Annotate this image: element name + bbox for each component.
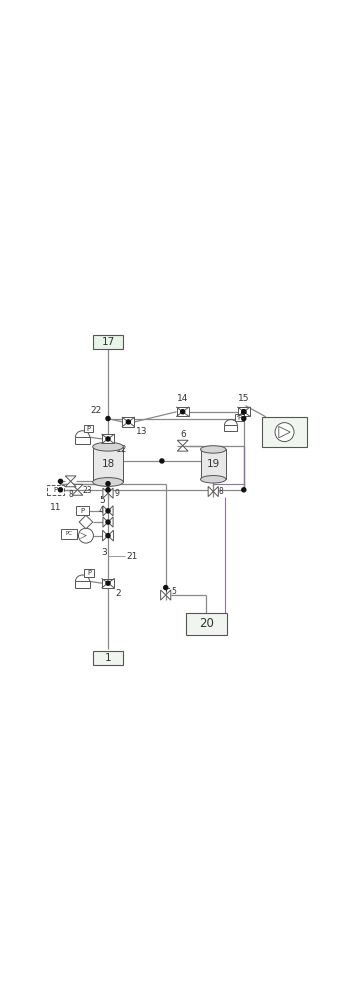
Circle shape — [243, 411, 245, 413]
Polygon shape — [108, 517, 113, 527]
Bar — [93, 651, 123, 665]
Circle shape — [107, 534, 109, 537]
Text: 8: 8 — [68, 490, 73, 499]
Circle shape — [127, 421, 130, 423]
Text: 11: 11 — [50, 503, 61, 512]
Bar — [102, 579, 114, 588]
Polygon shape — [108, 506, 113, 516]
Bar — [186, 613, 227, 635]
Polygon shape — [108, 488, 113, 498]
Polygon shape — [102, 530, 108, 541]
Circle shape — [242, 410, 246, 414]
Bar — [235, 414, 244, 421]
Polygon shape — [208, 486, 213, 497]
Bar — [47, 485, 64, 495]
Bar — [61, 529, 77, 539]
Polygon shape — [108, 530, 114, 541]
Text: 16: 16 — [277, 427, 292, 437]
Circle shape — [181, 410, 185, 414]
Ellipse shape — [93, 478, 123, 486]
Text: P: P — [238, 415, 242, 421]
Circle shape — [242, 410, 246, 414]
Text: 5: 5 — [172, 587, 177, 596]
Polygon shape — [103, 488, 108, 498]
Bar — [238, 407, 250, 416]
Text: 9: 9 — [114, 489, 119, 498]
Polygon shape — [103, 506, 108, 516]
Text: 13: 13 — [136, 427, 147, 436]
Circle shape — [242, 488, 246, 492]
Bar — [93, 447, 123, 482]
Bar — [200, 449, 226, 479]
Circle shape — [58, 488, 62, 492]
Bar — [76, 437, 90, 444]
Text: 8: 8 — [219, 487, 224, 496]
Text: 14: 14 — [177, 394, 188, 403]
Text: 17: 17 — [101, 337, 115, 347]
Text: 2: 2 — [116, 589, 121, 598]
Text: 4: 4 — [99, 506, 105, 515]
Polygon shape — [213, 486, 218, 497]
Circle shape — [78, 528, 93, 543]
Text: P: P — [80, 508, 85, 514]
Circle shape — [106, 482, 110, 486]
Bar — [76, 581, 90, 588]
Bar — [263, 417, 307, 447]
Text: P: P — [87, 570, 91, 576]
Text: 19: 19 — [207, 459, 220, 469]
Circle shape — [106, 488, 110, 492]
Ellipse shape — [200, 446, 226, 453]
Bar — [225, 425, 237, 431]
Circle shape — [106, 416, 110, 421]
Bar — [84, 569, 95, 577]
Text: 3: 3 — [102, 548, 108, 557]
Text: P: P — [87, 426, 91, 432]
Text: 15: 15 — [238, 394, 249, 403]
Text: PC: PC — [66, 531, 72, 536]
Polygon shape — [72, 484, 83, 490]
Circle shape — [164, 586, 168, 590]
Circle shape — [106, 534, 110, 538]
Text: P: P — [53, 487, 58, 493]
Bar — [122, 417, 135, 427]
Circle shape — [106, 520, 110, 524]
Circle shape — [106, 509, 110, 513]
Bar — [102, 434, 114, 443]
Circle shape — [242, 416, 246, 421]
Circle shape — [106, 437, 110, 441]
Polygon shape — [79, 515, 93, 529]
Circle shape — [160, 459, 164, 463]
Circle shape — [181, 411, 184, 413]
Polygon shape — [72, 490, 83, 495]
Polygon shape — [166, 590, 171, 600]
Text: 6: 6 — [181, 430, 187, 439]
Bar — [76, 506, 89, 515]
Circle shape — [126, 420, 130, 424]
Ellipse shape — [200, 476, 226, 483]
Polygon shape — [103, 517, 108, 527]
Polygon shape — [65, 481, 76, 487]
Text: 23: 23 — [82, 486, 92, 495]
Text: 22: 22 — [90, 406, 101, 415]
Text: 1: 1 — [105, 653, 111, 663]
Circle shape — [275, 423, 294, 442]
Polygon shape — [161, 590, 166, 600]
Polygon shape — [65, 476, 76, 481]
Text: 12: 12 — [116, 445, 127, 454]
Text: 5: 5 — [99, 496, 105, 505]
Circle shape — [107, 582, 109, 584]
Polygon shape — [177, 446, 188, 451]
Text: 18: 18 — [101, 459, 115, 469]
Bar — [177, 407, 189, 416]
Circle shape — [58, 479, 62, 483]
Polygon shape — [177, 440, 188, 446]
Circle shape — [106, 581, 110, 585]
Circle shape — [107, 438, 109, 440]
Ellipse shape — [93, 442, 123, 451]
Polygon shape — [279, 426, 290, 438]
Bar — [84, 425, 93, 432]
Bar — [93, 335, 123, 349]
Text: 20: 20 — [199, 617, 214, 630]
Text: 21: 21 — [127, 552, 138, 561]
